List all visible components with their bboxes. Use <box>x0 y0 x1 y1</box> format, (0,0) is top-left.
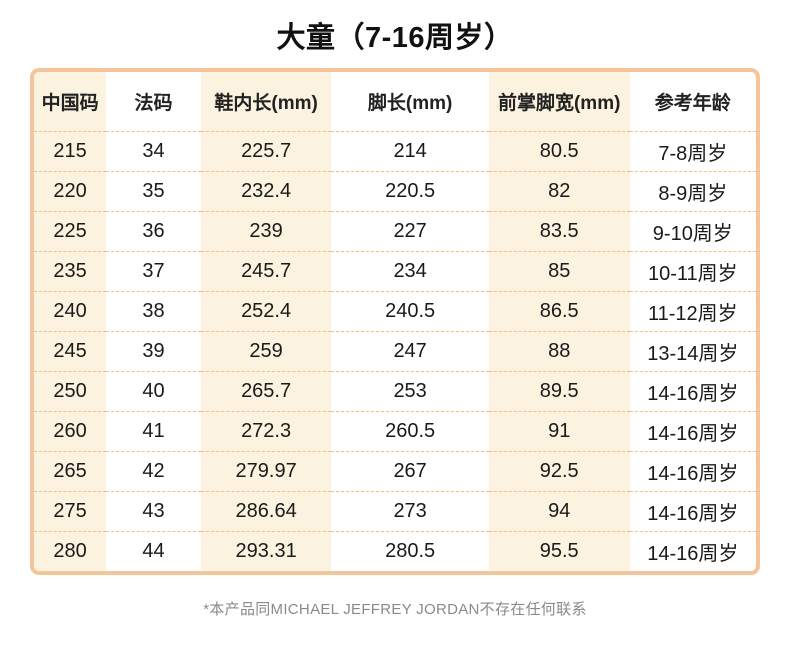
table-cell: 252.4 <box>200 291 332 332</box>
table-cell: 245.7 <box>200 251 332 292</box>
table-cell: 239 <box>200 211 332 252</box>
table-cell: 214 <box>393 140 427 162</box>
table-cell: 35 <box>142 180 165 202</box>
table-cell: 260.5 <box>385 420 436 442</box>
table-header: 中国码 法码 鞋内长(mm) 脚长(mm) 前掌脚宽(mm) 参考年龄 <box>34 72 756 132</box>
table-cell: 220.5 <box>385 180 436 202</box>
table-cell: 14-16周岁 <box>647 383 739 405</box>
table-cell: 293.31 <box>200 531 332 571</box>
table-cell: 44 <box>142 540 165 562</box>
column-header: 鞋内长(mm) <box>200 72 332 132</box>
table-cell: 7-8周岁 <box>658 143 728 165</box>
table-cell: 260 <box>34 411 107 452</box>
table-cell: 232.4 <box>200 171 332 212</box>
table-cell: 82 <box>488 171 630 212</box>
table-cell: 279.97 <box>200 451 332 492</box>
table-cell: 36 <box>142 220 165 242</box>
table-row: 220 35 232.4 220.5 82 8-9周岁 <box>34 171 756 212</box>
table-cell: 280.5 <box>385 540 436 562</box>
table-row: 265 42 279.97 267 92.5 14-16周岁 <box>34 451 756 492</box>
table-cell: 227 <box>393 220 427 242</box>
column-header: 脚长(mm) <box>367 93 453 114</box>
table-header-row: 中国码 法码 鞋内长(mm) 脚长(mm) 前掌脚宽(mm) 参考年龄 <box>34 72 756 132</box>
table-cell: 235 <box>34 251 107 292</box>
table-cell: 80.5 <box>488 131 630 172</box>
table-cell: 220 <box>34 171 107 212</box>
table-cell: 240.5 <box>385 300 436 322</box>
table-row: 275 43 286.64 273 94 14-16周岁 <box>34 491 756 532</box>
table-cell: 13-14周岁 <box>647 343 739 365</box>
table-cell: 39 <box>142 340 165 362</box>
table-cell: 247 <box>393 340 427 362</box>
table-cell: 265.7 <box>200 371 332 412</box>
table-row: 245 39 259 247 88 13-14周岁 <box>34 331 756 372</box>
table-cell: 280 <box>34 531 107 571</box>
table-cell: 34 <box>142 140 165 162</box>
table-cell: 88 <box>488 331 630 372</box>
disclaimer-note: *本产品同MICHAEL JEFFREY JORDAN不存在任何联系 <box>203 601 587 618</box>
table-cell: 10-11周岁 <box>647 263 738 285</box>
table-cell: 225 <box>34 211 107 252</box>
table-cell: 250 <box>34 371 107 412</box>
table-cell: 225.7 <box>200 131 332 172</box>
table-cell: 14-16周岁 <box>647 423 739 445</box>
table-cell: 215 <box>34 131 107 172</box>
table-cell: 86.5 <box>488 291 630 332</box>
table-cell: 275 <box>34 491 107 532</box>
table-cell: 14-16周岁 <box>647 503 739 525</box>
table-cell: 91 <box>488 411 630 452</box>
column-header: 中国码 <box>34 72 107 132</box>
table-cell: 83.5 <box>488 211 630 252</box>
table-cell: 94 <box>488 491 630 532</box>
column-header: 前掌脚宽(mm) <box>488 72 630 132</box>
size-table-container: 中国码 法码 鞋内长(mm) 脚长(mm) 前掌脚宽(mm) 参考年龄 215 34 225.… <box>30 68 760 575</box>
table-cell: 8-9周岁 <box>658 183 728 205</box>
table-row: 250 40 265.7 253 89.5 14-16周岁 <box>34 371 756 412</box>
table-cell: 286.64 <box>200 491 332 532</box>
table-cell: 9-10周岁 <box>652 223 733 245</box>
table-cell: 43 <box>142 500 165 522</box>
table-row: 215 34 225.7 214 80.5 7-8周岁 <box>34 131 756 172</box>
table-cell: 41 <box>142 420 165 442</box>
table-cell: 92.5 <box>488 451 630 492</box>
size-table: 中国码 法码 鞋内长(mm) 脚长(mm) 前掌脚宽(mm) 参考年龄 215 34 225.… <box>34 72 756 571</box>
page-title: 大童（7-16周岁） <box>276 22 514 54</box>
table-row: 235 37 245.7 234 85 10-11周岁 <box>34 251 756 292</box>
table-row: 280 44 293.31 280.5 95.5 14-16周岁 <box>34 531 756 571</box>
table-cell: 95.5 <box>488 531 630 571</box>
table-cell: 42 <box>142 460 165 482</box>
table-cell: 37 <box>142 260 165 282</box>
table-cell: 38 <box>142 300 165 322</box>
table-cell: 14-16周岁 <box>647 463 739 485</box>
table-row: 225 36 239 227 83.5 9-10周岁 <box>34 211 756 252</box>
table-cell: 11-12周岁 <box>647 303 738 325</box>
table-cell: 253 <box>393 380 427 402</box>
table-cell: 240 <box>34 291 107 332</box>
column-header: 法码 <box>134 93 173 114</box>
table-cell: 85 <box>488 251 630 292</box>
table-cell: 273 <box>393 500 427 522</box>
table-cell: 265 <box>34 451 107 492</box>
table-cell: 267 <box>393 460 427 482</box>
table-row: 240 38 252.4 240.5 86.5 11-12周岁 <box>34 291 756 332</box>
column-header: 参考年龄 <box>654 93 731 114</box>
table-cell: 40 <box>142 380 165 402</box>
table-cell: 259 <box>200 331 332 372</box>
table-cell: 245 <box>34 331 107 372</box>
table-cell: 234 <box>393 260 427 282</box>
table-body: 215 34 225.7 214 80.5 7-8周岁 220 35 232.4 220.5 82 8… <box>34 131 756 571</box>
table-cell: 89.5 <box>488 371 630 412</box>
table-cell: 272.3 <box>200 411 332 452</box>
table-row: 260 41 272.3 260.5 91 14-16周岁 <box>34 411 756 452</box>
table-cell: 14-16周岁 <box>647 543 739 565</box>
